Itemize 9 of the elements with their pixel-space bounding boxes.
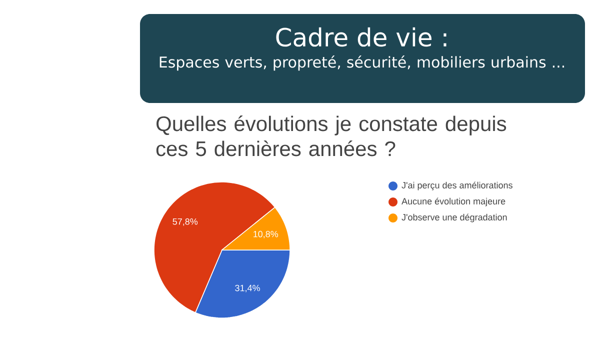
data-label: 31,4% (235, 284, 260, 292)
legend-label: J'ai perçu des améliorations (402, 182, 512, 190)
data-label: 57,8% (172, 218, 198, 226)
text: Quelles évolutions je constate depuis ces 5 dernières années ? (156, 116, 506, 156)
chart-subtitle: Espaces verts, propreté, sécurité, mobiliers urbains ... (160, 56, 564, 71)
legend-label: J'observe une dégradation (402, 214, 507, 222)
legend-label: Aucune évolution majeure (402, 198, 506, 206)
data-label: 10,8% (254, 230, 278, 238)
chart-title: Cadre de vie : (276, 27, 446, 47)
